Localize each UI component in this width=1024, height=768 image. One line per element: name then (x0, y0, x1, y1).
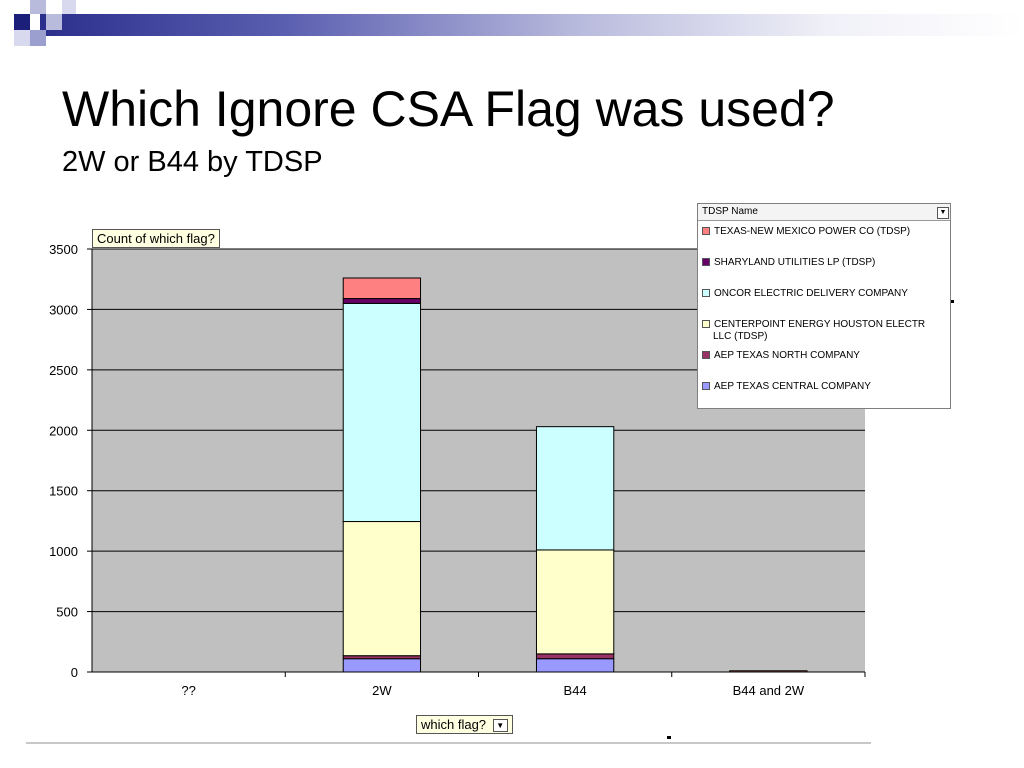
legend-entry: CENTERPOINT ENERGY HOUSTON ELECTR (702, 319, 925, 330)
bar-segment (342, 521, 422, 657)
legend-header[interactable]: TDSP Name ▼ (698, 204, 950, 221)
slide-subtitle: 2W or B44 by TDSP (62, 146, 323, 178)
bar-segment (535, 653, 615, 660)
x-tick-label: 2W (372, 683, 392, 698)
bottom-rule (26, 742, 871, 744)
x-tick-label: ?? (181, 683, 195, 698)
legend-swatch (702, 289, 710, 298)
legend-label: AEP TEXAS NORTH COMPANY (714, 350, 860, 361)
y-tick-label: 1500 (49, 484, 78, 499)
decor-square (62, 0, 76, 14)
y-tick-label: 2000 (49, 423, 78, 438)
axes (91, 249, 866, 677)
bar-segment (342, 302, 422, 523)
legend-swatch (702, 258, 710, 267)
decor-square (30, 30, 46, 46)
legend-swatch (702, 351, 710, 360)
bar-segment (342, 658, 422, 673)
chevron-down-icon[interactable]: ▼ (492, 719, 508, 733)
y-tick-label: 2500 (49, 363, 78, 378)
bar-segment (535, 658, 615, 673)
slide-title: Which Ignore CSA Flag was used? (62, 81, 835, 137)
legend-label: ONCOR ELECTRIC DELIVERY COMPANY (714, 288, 908, 299)
y-tick-label: 0 (71, 665, 78, 680)
row-field-button[interactable]: which flag? ▼ (416, 715, 513, 735)
stray-mark (951, 300, 954, 303)
legend-swatch (702, 320, 710, 329)
legend-entry: AEP TEXAS NORTH COMPANY (702, 350, 860, 361)
legend-entry: SHARYLAND UTILITIES LP (TDSP) (702, 257, 875, 268)
x-tick-label: B44 (564, 683, 587, 698)
bar-segment (342, 277, 422, 300)
legend-label: CENTERPOINT ENERGY HOUSTON ELECTR (714, 319, 926, 330)
bar-segment (342, 298, 422, 304)
bar-segment (535, 549, 615, 655)
stray-mark (667, 736, 671, 739)
legend-label: TEXAS-NEW MEXICO POWER CO (TDSP) (714, 226, 911, 237)
bar-segment (535, 426, 615, 551)
legend-entry: AEP TEXAS CENTRAL COMPANY (702, 381, 871, 392)
chart-legend: TDSP Name ▼ TEXAS-NEW MEXICO POWER CO (T… (697, 203, 951, 409)
legend-label: AEP TEXAS CENTRAL COMPANY (714, 381, 871, 392)
decor-square (46, 14, 62, 30)
header-gradient-bar (40, 14, 1024, 36)
legend-entry: TEXAS-NEW MEXICO POWER CO (TDSP) (702, 226, 910, 237)
legend-entry: ONCOR ELECTRIC DELIVERY COMPANY (702, 288, 908, 299)
y-tick-label: 500 (56, 605, 78, 620)
legend-swatch (702, 382, 710, 391)
legend-swatch (702, 227, 710, 236)
y-tick-label: 3000 (49, 302, 78, 317)
decor-square (14, 30, 30, 46)
x-tick-labels: ?? 2W B44 B44 and 2W (181, 683, 804, 698)
row-field-label: which flag? (421, 717, 487, 732)
legend-label-continued: LLC (TDSP) (713, 331, 768, 342)
y-tick-label: 3500 (49, 242, 78, 257)
decor-square (30, 0, 46, 14)
x-tick-label: B44 and 2W (733, 683, 805, 698)
decor-square (14, 14, 30, 30)
y-tick-label: 1000 (49, 544, 78, 559)
data-field-button[interactable]: Count of which flag? (92, 229, 220, 248)
legend-label: SHARYLAND UTILITIES LP (TDSP) (714, 257, 876, 268)
data-field-label: Count of which flag? (97, 231, 215, 246)
bars (342, 277, 808, 673)
y-tick-labels: 0 500 1000 1500 2000 2500 3000 3500 (49, 242, 78, 680)
legend-field-label: TDSP Name (702, 206, 758, 217)
chevron-down-icon[interactable]: ▼ (937, 207, 949, 219)
